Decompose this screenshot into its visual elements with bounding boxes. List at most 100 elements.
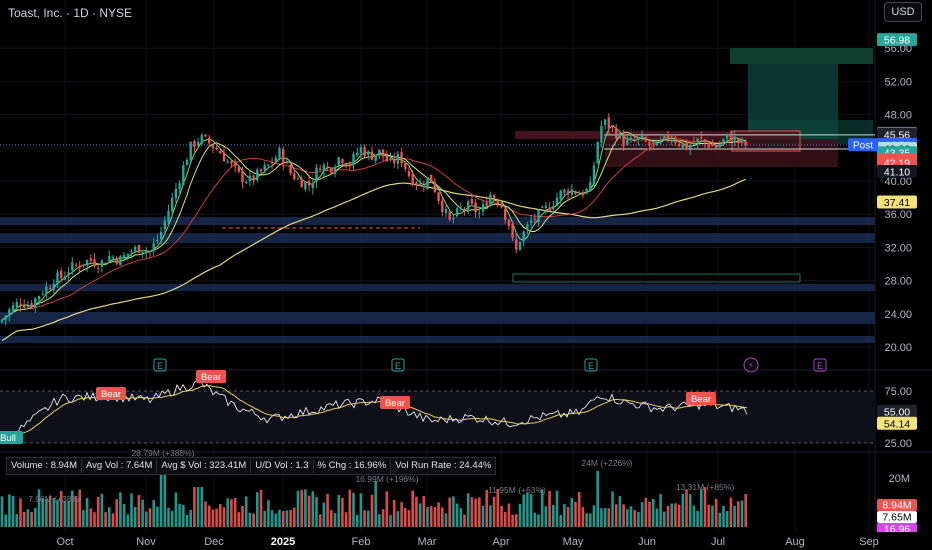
volume-bar [540,489,544,527]
candle-body [566,190,570,195]
volume-bar [718,512,722,527]
signal-label: Bear [385,398,405,409]
candle-body [237,166,240,172]
candle-body [185,159,189,166]
rsi-badge-label: 54.14 [884,418,910,430]
candle-body [60,270,63,279]
volume-bar [441,507,444,527]
volume-bar [596,471,599,527]
volume-bar [163,463,167,527]
candle-body [48,287,52,289]
candle-body [737,138,740,144]
rsi-tick-label: 75.00 [884,386,912,398]
candle-body [159,231,163,239]
volume-bar [363,510,366,527]
volume-bar [145,511,148,527]
volume-bar [48,495,52,527]
volume-bar [89,508,93,527]
candle-body [626,139,629,145]
volume-bar [503,512,507,527]
volume-bar [174,492,178,527]
candle-body [274,157,277,162]
bear-signal[interactable] [196,370,226,383]
candle-body [108,255,111,262]
volume-bar [189,509,192,527]
volume-annotation: 7.96M (+38%) [28,494,82,504]
candle-body [677,144,681,146]
candle-body [56,272,59,285]
earnings-marker[interactable] [153,358,167,372]
earnings-marker[interactable] [584,358,598,372]
volume-stats-box: Volume : 8.94M Avg Vol : 7.64M Avg $ Vol… [6,457,497,475]
volume-bar [67,500,70,527]
x-tick-label: May [563,536,584,548]
candle-body [337,157,340,166]
time-axis[interactable] [0,532,932,550]
earnings-marker[interactable] [813,358,827,372]
volume-bar [167,507,170,527]
volume-bar [259,489,263,527]
price-badge [877,127,917,141]
volume-annotation: 16.99M (+196%) [355,474,418,484]
candle-body [78,265,81,268]
volume-bar [492,496,496,527]
bear-signal[interactable] [380,396,410,409]
volume-bar [677,504,681,527]
candle-body [52,283,55,290]
volume-bar [15,514,19,527]
volume-bar [466,493,470,527]
rsi-badge [877,416,917,430]
volume-bar [655,508,659,527]
volume-bar [452,496,455,527]
volume-bar [56,500,59,527]
candle-body [8,309,11,317]
x-tick-label: 2025 [271,536,295,548]
candle-body [100,260,104,267]
candle-body [296,178,300,180]
bear-signal[interactable] [96,387,126,400]
candle-body [381,149,385,157]
x-tick-label: Aug [785,536,805,548]
volume-bar [182,504,185,527]
volume-bar [19,498,22,527]
earnings-marker[interactable] [391,358,405,372]
volume-bar [34,507,37,527]
candle-body [722,139,725,142]
candle-body [11,305,15,312]
x-tick-label: Jun [638,536,656,548]
volume-bar [45,498,48,527]
candle-body [422,185,425,187]
volume-bar [344,512,348,527]
currency-button[interactable]: USD [884,2,922,22]
volume-bar [537,514,540,527]
candle-body [278,148,281,159]
signal-label: Bear [691,394,711,405]
candle-body [41,293,44,295]
volume-bar [178,503,181,527]
volume-bar [256,492,259,527]
volume-bar [400,502,403,527]
target-zone [730,48,873,64]
volume-bar [381,509,385,527]
signal-label: Bear [101,389,121,400]
candle-body [267,164,270,166]
candle-body [222,152,226,162]
candle-body [581,192,585,196]
candle-body [700,137,703,139]
volume-bar [692,505,696,527]
volume-bar [548,490,551,527]
volume-bar [115,499,118,527]
candle-body [115,257,118,264]
volume-bar [463,514,466,527]
price-badge [877,195,917,209]
bull-signal[interactable] [0,431,23,444]
candle-body [104,262,107,264]
bear-signal[interactable] [686,392,716,405]
dividend-marker[interactable] [743,357,759,373]
candle-body [655,140,659,146]
volume-bar [341,497,344,527]
volume-bar [707,504,710,527]
volume-bar [100,493,104,527]
sma-200-line [1,178,746,342]
